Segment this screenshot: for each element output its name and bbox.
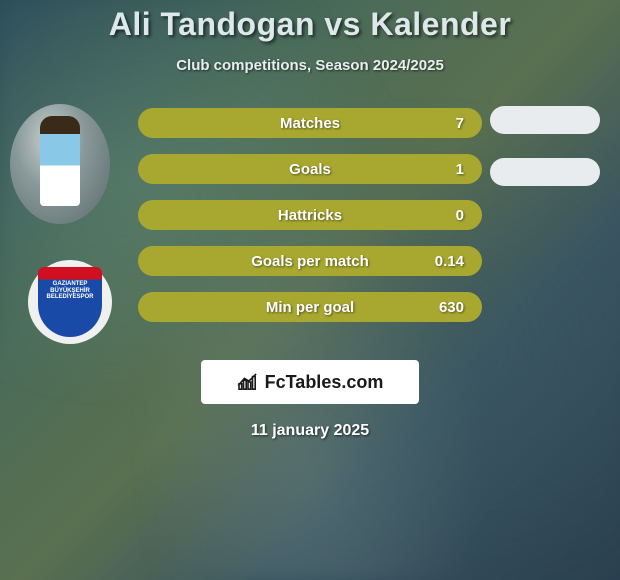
- stat-value: 1: [456, 161, 464, 178]
- opponent-pill: [490, 158, 600, 186]
- stat-pill: Goals 1: [138, 154, 482, 184]
- stat-row: Goals per match 0.14: [138, 246, 482, 276]
- player-photo: [10, 104, 110, 224]
- content-wrapper: Ali Tandogan vs Kalender Club competitio…: [0, 0, 620, 580]
- stats-area: GAZIANTEP BÜYÜKŞEHİR BELEDİYESPOR Matche…: [0, 112, 620, 342]
- footer: FcTables.com 11 january 2025: [0, 360, 620, 440]
- stat-row: Min per goal 630: [138, 292, 482, 322]
- stat-pill: Matches 7: [138, 108, 482, 138]
- player-silhouette: [40, 116, 80, 206]
- stat-value: 7: [456, 115, 464, 132]
- team-name-line1: GAZIANTEP: [53, 281, 88, 288]
- stat-pill: Min per goal 630: [138, 292, 482, 322]
- page-subtitle: Club competitions, Season 2024/2025: [0, 57, 620, 74]
- stat-label: Min per goal: [138, 299, 482, 316]
- team-logo: GAZIANTEP BÜYÜKŞEHİR BELEDİYESPOR: [28, 260, 112, 344]
- brand-box: FcTables.com: [201, 360, 419, 404]
- stat-bars: Matches 7 Goals 1 Hattricks 0: [138, 108, 482, 338]
- stat-pill: Goals per match 0.14: [138, 246, 482, 276]
- stat-value: 0: [456, 207, 464, 224]
- stat-row: Hattricks 0: [138, 200, 482, 230]
- brand-text: FcTables.com: [265, 372, 384, 393]
- team-name-line3: BELEDİYESPOR: [46, 294, 93, 301]
- right-stat-pills: [490, 106, 600, 210]
- page-title: Ali Tandogan vs Kalender: [0, 6, 620, 43]
- stat-value: 630: [439, 299, 464, 316]
- stat-label: Goals per match: [138, 253, 482, 270]
- team-shield: GAZIANTEP BÜYÜKŞEHİR BELEDİYESPOR: [38, 267, 102, 337]
- stat-label: Matches: [138, 115, 482, 132]
- date-text: 11 january 2025: [251, 422, 369, 440]
- stat-row: Matches 7: [138, 108, 482, 138]
- opponent-pill: [490, 106, 600, 134]
- stat-label: Goals: [138, 161, 482, 178]
- stat-value: 0.14: [435, 253, 464, 270]
- stat-pill: Hattricks 0: [138, 200, 482, 230]
- stat-row: Goals 1: [138, 154, 482, 184]
- stat-label: Hattricks: [138, 207, 482, 224]
- chart-icon: [237, 373, 259, 391]
- infographic-root: Ali Tandogan vs Kalender Club competitio…: [0, 0, 620, 580]
